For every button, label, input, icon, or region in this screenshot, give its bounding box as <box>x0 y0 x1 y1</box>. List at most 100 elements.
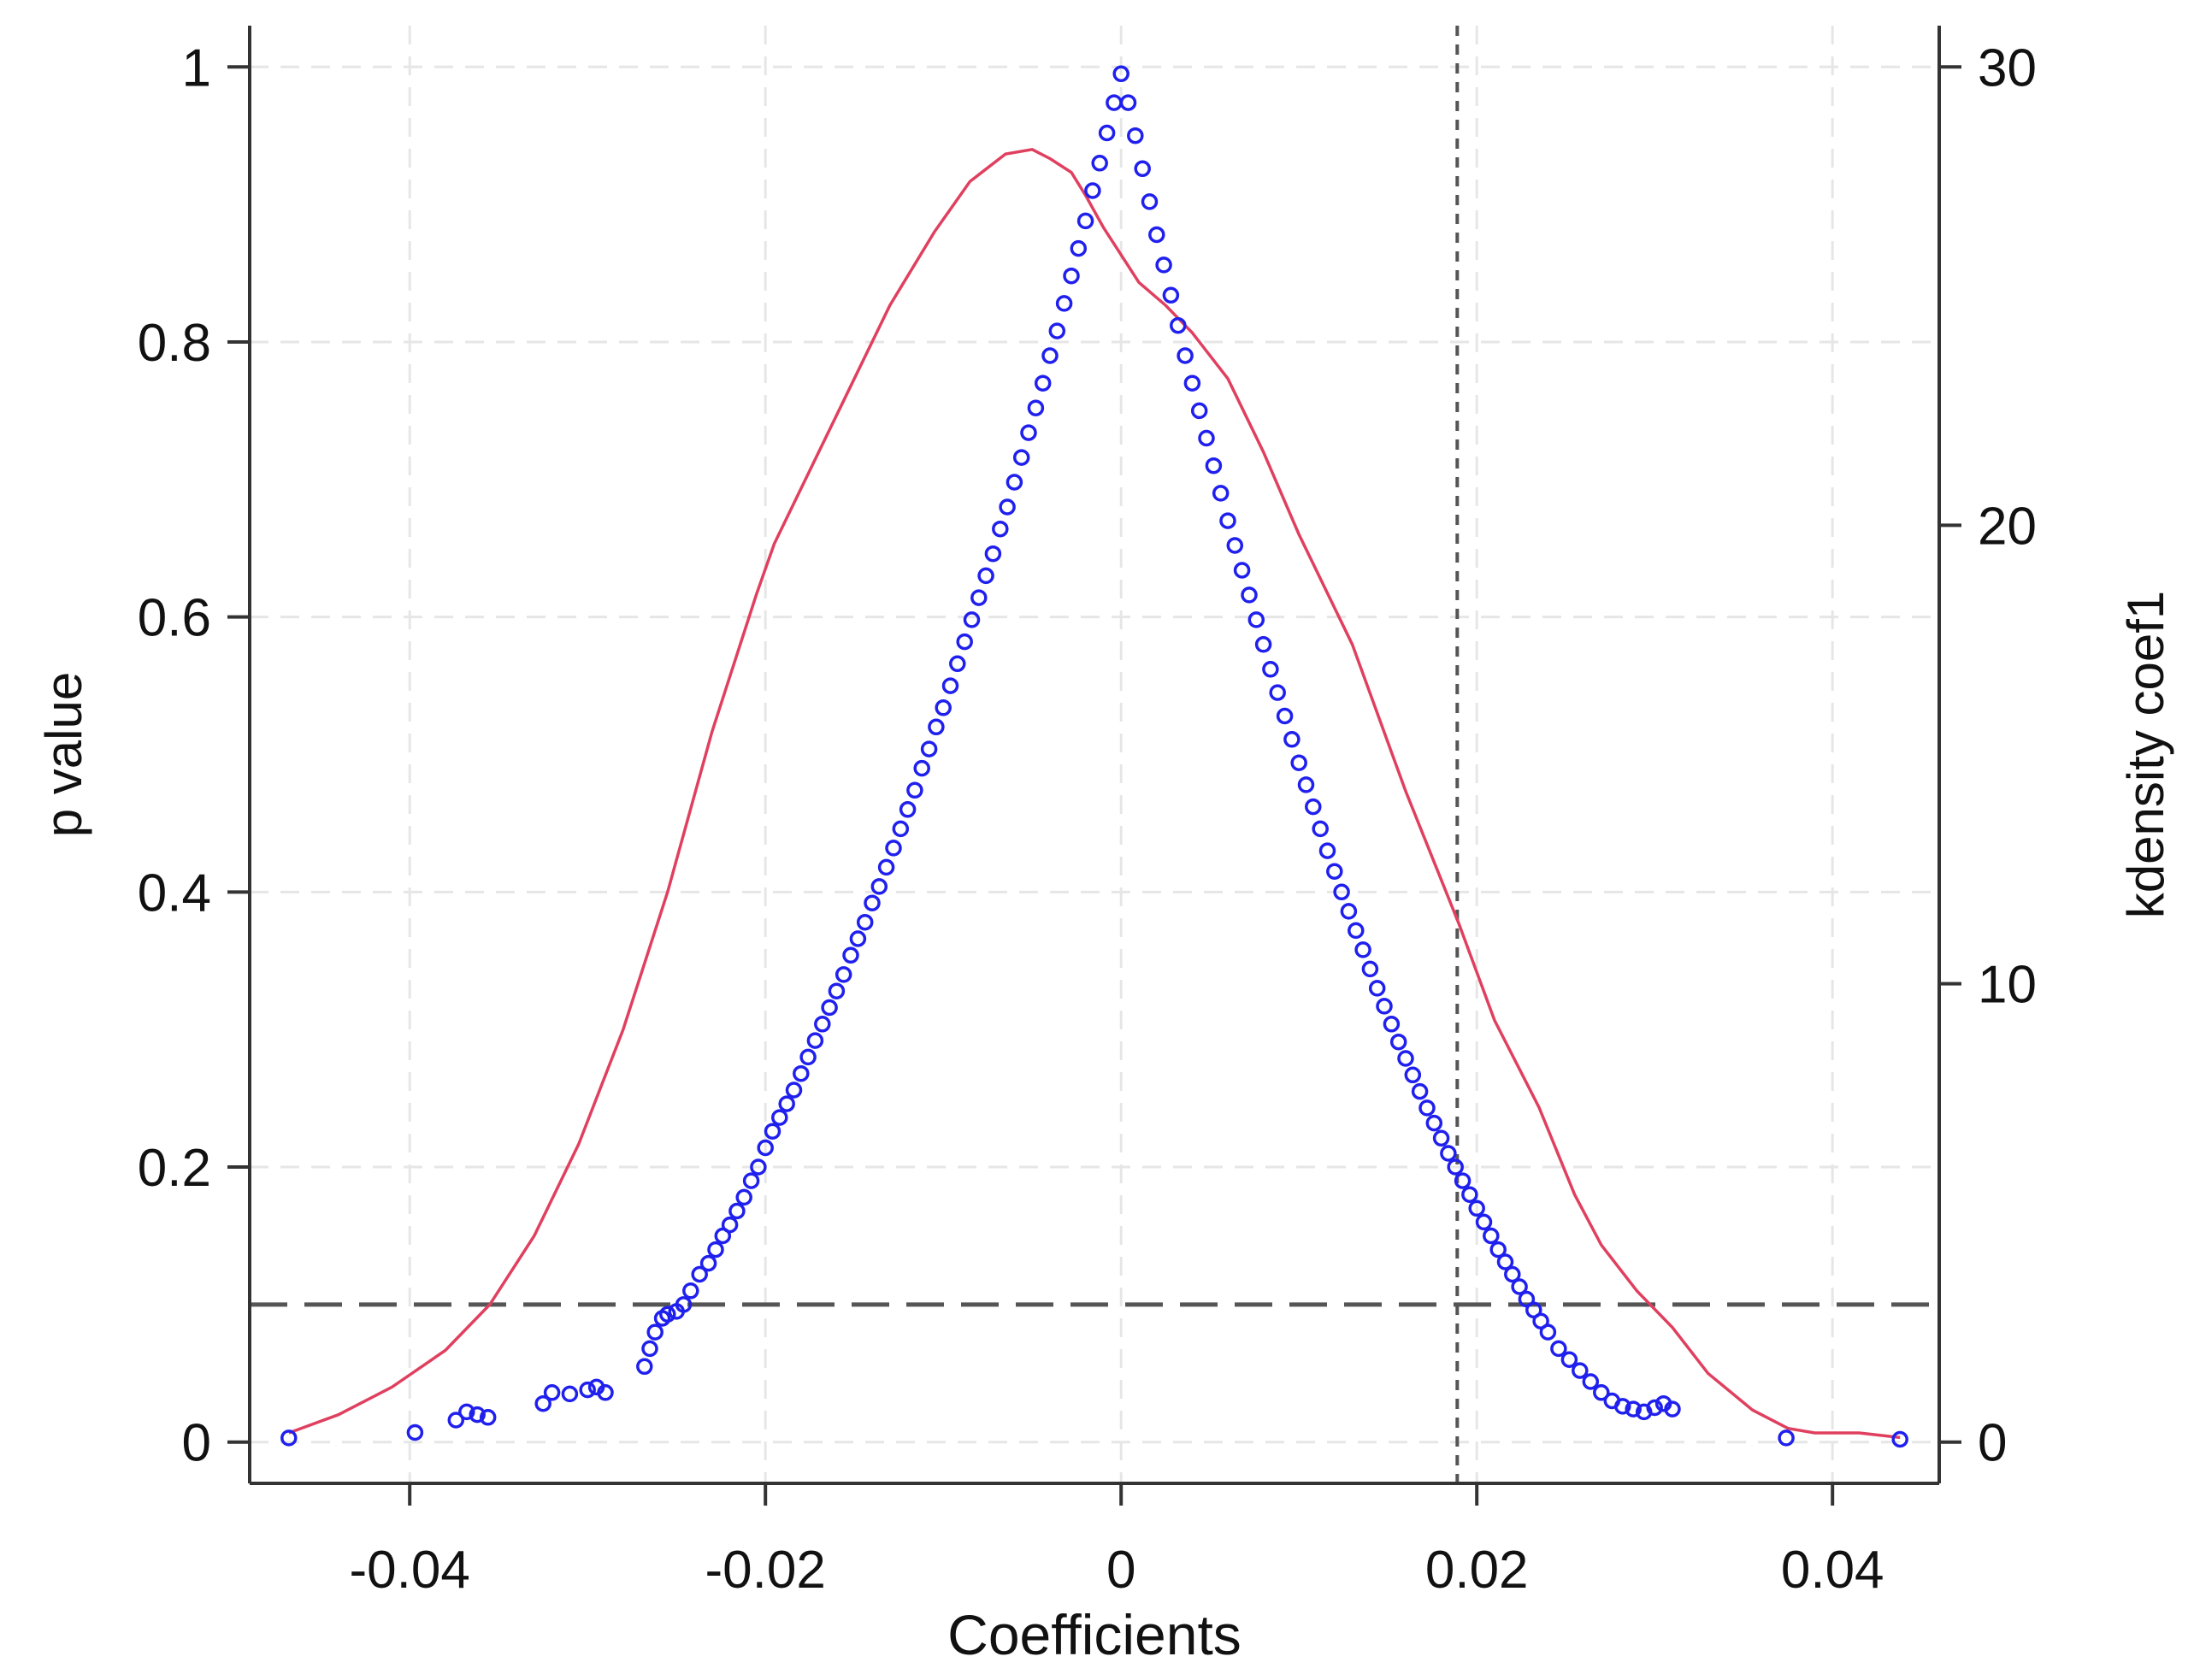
scatter-point <box>1539 1323 1557 1341</box>
scatter-point <box>1376 998 1393 1015</box>
y-tick-label: 0.2 <box>138 1139 211 1198</box>
scatter-point <box>1106 94 1123 111</box>
scatter-point <box>992 520 1009 538</box>
scatter-point <box>1127 127 1144 144</box>
scatter-point <box>949 655 966 673</box>
x-tick-label: 0 <box>1106 1541 1135 1600</box>
scatter-point <box>1333 883 1350 901</box>
scatter-point <box>636 1358 653 1376</box>
scatter-point <box>842 946 859 964</box>
scatter-point <box>771 1109 788 1126</box>
scatter-point <box>799 1048 817 1066</box>
scatter-point <box>1212 485 1230 502</box>
scatter-point <box>1397 1050 1414 1067</box>
scatter-point <box>1241 587 1258 604</box>
scatter-point <box>1141 193 1159 210</box>
scatter-point <box>1411 1082 1429 1100</box>
scatter-point <box>707 1241 724 1259</box>
scatter-point <box>1489 1241 1507 1259</box>
scatter-point <box>1468 1200 1485 1217</box>
scatter-point <box>1312 820 1329 838</box>
scatter-point <box>1297 776 1315 793</box>
scatter-point <box>1247 611 1265 628</box>
x-tick-label: 0.04 <box>1781 1541 1884 1600</box>
scatter-point <box>1170 316 1187 334</box>
scatter-point <box>828 982 846 999</box>
scatter-point <box>1091 155 1108 172</box>
scatter-point <box>646 1323 664 1341</box>
scatter-point <box>561 1385 579 1403</box>
scatter-point <box>1305 798 1322 816</box>
scatter-point <box>1483 1227 1500 1245</box>
scatter-point <box>1254 636 1272 653</box>
scatter-point <box>764 1123 781 1140</box>
scatter-point <box>280 1429 298 1447</box>
scatter-point <box>899 801 917 818</box>
scatter-point <box>1290 754 1307 771</box>
scatter-point <box>956 633 973 651</box>
scatter-point <box>1550 1340 1567 1358</box>
scatter-point <box>1326 863 1343 880</box>
scatter-point <box>1134 160 1151 178</box>
scatter-point <box>984 545 1002 563</box>
scatter-point <box>1504 1265 1521 1283</box>
y2-axis-title: kdensity coef1 <box>2117 591 2174 919</box>
scatter-point <box>579 1381 596 1399</box>
scatter-point <box>1582 1373 1600 1390</box>
y-tick-label: 0.8 <box>138 314 211 373</box>
scatter-point <box>1318 842 1336 859</box>
scatter-point <box>785 1082 803 1099</box>
scatter-point <box>1012 449 1030 466</box>
scatter-point <box>1269 684 1286 701</box>
scatter-point <box>534 1394 551 1412</box>
scatter-point <box>1155 256 1172 274</box>
scatter-point <box>821 999 838 1017</box>
scatter-point <box>1496 1253 1514 1270</box>
scatter-point <box>1572 1362 1589 1379</box>
kdensity-curve-layer <box>288 147 1901 1440</box>
scatter-point <box>892 820 910 838</box>
scatter-point <box>447 1412 465 1429</box>
scatter-point <box>835 966 852 983</box>
scatter-point <box>691 1265 708 1283</box>
scatter-point <box>1614 1398 1631 1415</box>
scatter-point <box>1098 124 1116 142</box>
scatter-point <box>906 781 923 799</box>
x-axis-title: Coefficients <box>947 1603 1241 1666</box>
scatter-point <box>1148 226 1165 244</box>
scatter-point <box>1076 212 1094 230</box>
scatter-point <box>1027 399 1045 416</box>
scatter-point <box>406 1424 424 1441</box>
scatter-point <box>1511 1278 1528 1295</box>
scatter-point <box>963 611 981 628</box>
scatter-point <box>1020 424 1037 441</box>
scatter-point <box>1389 1033 1407 1051</box>
scatter-point <box>641 1340 658 1358</box>
scatter-point <box>1560 1351 1578 1368</box>
scatter-point <box>1006 474 1023 491</box>
scatter-point <box>1233 562 1251 579</box>
scatter-point <box>1084 182 1101 199</box>
scatter-point <box>1778 1429 1795 1447</box>
y-tick-label: 0.4 <box>138 864 211 923</box>
scatter-point <box>1183 374 1201 392</box>
scatter-point <box>682 1282 699 1300</box>
scatter-point <box>885 840 902 857</box>
x-tick-label: -0.04 <box>350 1541 470 1600</box>
scatter-point <box>1383 1016 1401 1033</box>
scatter-point <box>458 1403 475 1421</box>
scatter-point <box>1891 1430 1908 1448</box>
scatter-point <box>469 1406 486 1424</box>
scatter-point <box>1041 347 1059 364</box>
scatter-point <box>1593 1384 1610 1401</box>
kdensity-curve <box>288 147 1901 1440</box>
y2-tick-label: 20 <box>1978 497 2037 556</box>
scatter-point <box>1177 347 1194 364</box>
scatter-point <box>1048 322 1066 339</box>
scatter-point <box>977 567 994 585</box>
scatter-point <box>920 740 938 757</box>
scatter-point <box>675 1296 693 1313</box>
scatter-point <box>1625 1400 1642 1418</box>
scatter-point <box>1219 512 1236 529</box>
scatter-point <box>1664 1400 1681 1418</box>
